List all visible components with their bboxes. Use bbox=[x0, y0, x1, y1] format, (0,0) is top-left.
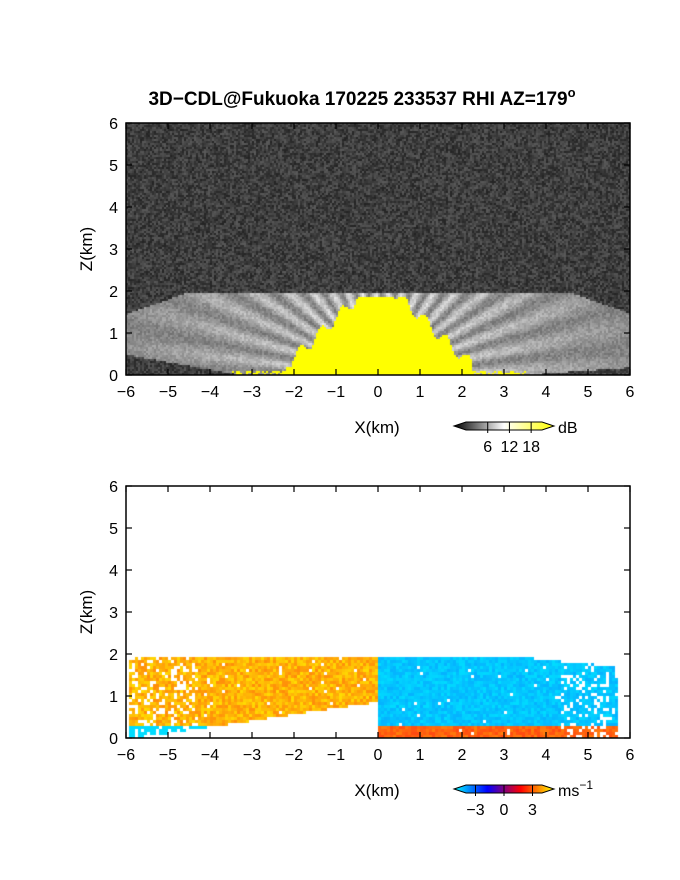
colorbar-unit: dB bbox=[558, 420, 578, 437]
y-tick-label: 0 bbox=[109, 731, 118, 748]
y-tick-label: 1 bbox=[109, 689, 118, 706]
colorbar-bar bbox=[452, 421, 556, 431]
colorbar-unit: ms−1 bbox=[558, 778, 593, 800]
colorbar-tick-label: −3 bbox=[466, 802, 484, 819]
x-tick-label: 3 bbox=[500, 747, 509, 764]
y-tick-label: 5 bbox=[109, 158, 118, 175]
y-axis-label: Z(km) bbox=[77, 590, 96, 634]
x-tick-label: 6 bbox=[626, 384, 635, 401]
x-tick-label: −1 bbox=[327, 384, 345, 401]
x-tick-label: −5 bbox=[159, 384, 177, 401]
y-tick-label: 6 bbox=[109, 116, 118, 133]
x-tick-label: −2 bbox=[285, 747, 303, 764]
x-tick-label: 6 bbox=[626, 747, 635, 764]
velocity-colorbar: −3 0 3 bbox=[452, 784, 556, 819]
x-tick-label: −3 bbox=[243, 747, 261, 764]
x-tick-label: −2 bbox=[285, 384, 303, 401]
x-tick-label: −6 bbox=[117, 747, 135, 764]
x-tick-label: −5 bbox=[159, 747, 177, 764]
x-tick-label: 1 bbox=[416, 384, 425, 401]
y-tick-label: 5 bbox=[109, 521, 118, 538]
x-axis-label: X(km) bbox=[354, 418, 399, 437]
x-tick-label: −3 bbox=[243, 384, 261, 401]
colorbar-tick-label: 3 bbox=[528, 802, 537, 819]
colorbar-tick-label: 0 bbox=[500, 802, 509, 819]
reflectivity-colorbar: 6 12 18 bbox=[452, 421, 556, 456]
y-tick-label: 1 bbox=[109, 326, 118, 343]
y-tick-label: 3 bbox=[109, 605, 118, 622]
x-tick-label: 4 bbox=[542, 747, 551, 764]
y-tick-label: 4 bbox=[109, 200, 118, 217]
x-tick-label: 2 bbox=[458, 747, 467, 764]
y-tick-label: 2 bbox=[109, 647, 118, 664]
reflectivity-heatmap bbox=[126, 123, 630, 375]
x-tick-label: 0 bbox=[374, 384, 383, 401]
colorbar-tick-label: 6 bbox=[483, 439, 492, 456]
x-tick-label: −6 bbox=[117, 384, 135, 401]
x-tick-label: −4 bbox=[201, 747, 219, 764]
x-tick-label: 2 bbox=[458, 384, 467, 401]
colorbar-tick-label: 12 bbox=[501, 439, 519, 456]
y-tick-label: 0 bbox=[109, 368, 118, 385]
x-tick-label: 1 bbox=[416, 747, 425, 764]
figure-title: 3D−CDL@Fukuoka 170225 233537 RHI AZ=179o bbox=[148, 85, 575, 110]
velocity-heatmap bbox=[126, 486, 630, 738]
colorbar-tick-label: 18 bbox=[522, 439, 540, 456]
x-tick-label: 3 bbox=[500, 384, 509, 401]
x-axis-label: X(km) bbox=[354, 781, 399, 800]
x-tick-label: 5 bbox=[584, 384, 593, 401]
x-tick-label: −1 bbox=[327, 747, 345, 764]
x-tick-label: −4 bbox=[201, 384, 219, 401]
y-tick-label: 6 bbox=[109, 479, 118, 496]
velocity-panel: −6 −5 −4 −3 −2 −1 0 1 2 3 4 5 6 0 1 2 3 4 5 6 X(km) Z(km) −… bbox=[77, 479, 635, 819]
y-tick-label: 4 bbox=[109, 563, 118, 580]
x-tick-label: 5 bbox=[584, 747, 593, 764]
x-tick-label: 4 bbox=[542, 384, 551, 401]
y-tick-label: 2 bbox=[109, 284, 118, 301]
y-axis-label: Z(km) bbox=[77, 227, 96, 271]
x-tick-label: 0 bbox=[374, 747, 383, 764]
y-tick-label: 3 bbox=[109, 242, 118, 259]
